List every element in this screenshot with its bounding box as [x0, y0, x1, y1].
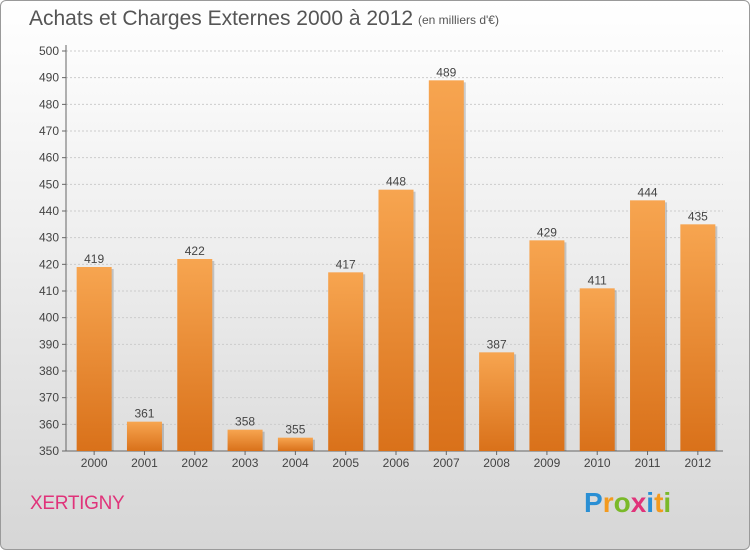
bar-value-label: 448 [386, 175, 406, 189]
logo-letter: o [613, 487, 631, 518]
bar [76, 267, 112, 451]
bar [680, 224, 716, 451]
x-tick-label: 2007 [433, 456, 460, 470]
y-tick-label: 460 [39, 151, 59, 165]
y-tick-label: 430 [39, 231, 59, 245]
x-tick-label: 2011 [635, 456, 661, 470]
x-tick-label: 2002 [181, 456, 208, 470]
y-tick-label: 370 [39, 391, 59, 405]
bar-value-label: 429 [537, 225, 557, 239]
y-tick-label: 390 [39, 337, 59, 351]
x-tick-label: 2012 [684, 456, 711, 470]
bar-value-label: 489 [436, 65, 456, 79]
y-tick-label: 380 [39, 364, 59, 378]
bar-value-label: 417 [336, 257, 356, 271]
y-tick-label: 500 [39, 44, 59, 58]
x-tick-label: 2010 [584, 456, 611, 470]
y-tick-label: 420 [39, 257, 59, 271]
bar [529, 240, 565, 451]
y-tick-label: 400 [39, 311, 59, 325]
bar [227, 429, 263, 451]
x-tick-label: 2009 [534, 456, 561, 470]
proxiti-logo: Proxiti [584, 487, 671, 519]
bar-value-label: 411 [588, 273, 607, 287]
bar [479, 352, 515, 451]
logo-letter: r [602, 487, 614, 518]
bar-value-label: 361 [134, 407, 154, 421]
place-name: XERTIGNY [30, 493, 125, 514]
y-tick-label: 410 [39, 284, 59, 298]
bar-value-label: 358 [235, 415, 255, 429]
x-tick-label: 2001 [131, 456, 158, 470]
bar [277, 437, 313, 451]
bar-value-label: 444 [638, 185, 658, 199]
logo-letter: t [654, 487, 664, 518]
y-tick-label: 480 [39, 97, 59, 111]
bar [328, 272, 364, 451]
logo-letter: i [663, 487, 672, 518]
chart-subtitle: (en milliers d'€) [418, 13, 499, 27]
bar-value-label: 422 [185, 244, 205, 258]
bar-value-label: 419 [84, 252, 104, 266]
bar [579, 288, 615, 451]
logo-letter: i [646, 487, 655, 518]
bar [126, 421, 162, 451]
bar-value-label: 355 [285, 423, 305, 437]
logo-letter: P [584, 487, 603, 518]
x-tick-label: 2006 [383, 456, 410, 470]
x-tick-label: 2005 [332, 456, 359, 470]
y-tick-label: 360 [39, 417, 59, 431]
bar-value-label: 435 [688, 209, 708, 223]
chart-title: Achats et Charges Externes 2000 à 2012 [29, 7, 414, 30]
y-tick-label: 450 [39, 177, 59, 191]
y-tick-label: 440 [39, 204, 59, 218]
x-tick-label: 2000 [81, 456, 108, 470]
bar [428, 80, 464, 451]
bar [378, 189, 414, 451]
x-tick-label: 2004 [282, 456, 309, 470]
y-tick-label: 490 [39, 71, 59, 85]
x-tick-label: 2008 [483, 456, 510, 470]
y-tick-label: 470 [39, 124, 59, 138]
x-tick-label: 2003 [232, 456, 259, 470]
bar [177, 259, 213, 451]
bar [630, 200, 666, 451]
logo-letter: x [630, 487, 647, 518]
y-tick-label: 350 [39, 444, 59, 458]
bar-value-label: 387 [487, 337, 507, 351]
